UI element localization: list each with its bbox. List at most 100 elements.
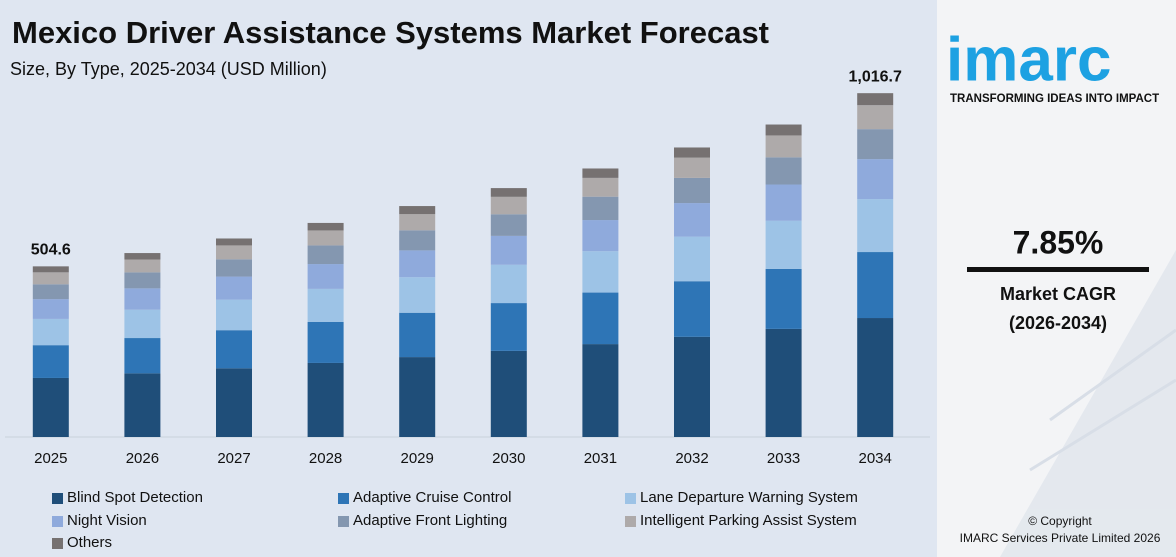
x-tick-label: 2029	[401, 450, 434, 467]
chart-subtitle: Size, By Type, 2025-2034 (USD Million)	[10, 59, 327, 79]
bar-segment	[307, 264, 344, 289]
bar-segment	[124, 272, 161, 289]
bar-segment	[216, 238, 252, 246]
x-tick-label: 2028	[309, 450, 342, 467]
bar-segment	[674, 281, 710, 337]
bar-segment	[32, 318, 69, 346]
cagr-period: (2026-2034)	[1009, 313, 1107, 333]
bar-segment	[399, 206, 436, 215]
bar-segment	[765, 157, 802, 185]
bar-segment	[399, 230, 436, 251]
copyright: © Copyright	[1028, 514, 1092, 528]
bar-segment	[399, 312, 436, 358]
bar-segment	[765, 124, 802, 136]
bar-segment	[765, 220, 802, 269]
bar-segment	[32, 299, 69, 319]
bar-segment	[765, 268, 802, 329]
legend-swatch	[625, 493, 636, 504]
legend-label: Night Vision	[67, 512, 147, 529]
bar-segment	[124, 253, 161, 260]
bar-segment	[857, 129, 894, 160]
bar-segment	[857, 93, 894, 106]
cagr-label: Market CAGR	[1000, 284, 1116, 304]
bar-segment	[307, 222, 344, 231]
bar-segment	[399, 277, 436, 313]
bar-segment	[216, 259, 252, 277]
bar-segment	[490, 264, 527, 304]
bar-segment	[582, 251, 619, 293]
bar-segment	[490, 350, 527, 437]
bar-segment	[124, 309, 161, 339]
legend-swatch	[52, 493, 63, 504]
cagr-value: 7.85%	[1013, 224, 1104, 260]
bar-segment	[582, 344, 619, 437]
bar-segment	[490, 235, 527, 265]
bar-segment	[32, 284, 69, 300]
total-label: 1,016.7	[849, 68, 902, 85]
sidebar-bg	[937, 0, 1176, 557]
bar-segment	[216, 368, 252, 437]
bar-segment	[674, 177, 710, 204]
bar-segment	[32, 377, 69, 437]
bar-segment	[765, 135, 802, 158]
bar-segment	[765, 328, 802, 437]
bar-segment	[307, 245, 344, 265]
bar-segment	[124, 373, 161, 437]
legend-swatch	[338, 516, 349, 527]
bar-segment	[124, 259, 161, 273]
bar-segment	[490, 188, 527, 197]
bar-segment	[857, 252, 894, 319]
bar-segment	[32, 272, 69, 285]
bar-segment	[124, 288, 161, 310]
legend-label: Others	[67, 534, 112, 551]
legend-label: Adaptive Cruise Control	[353, 489, 511, 506]
bar-segment	[399, 357, 436, 437]
legend-swatch	[338, 493, 349, 504]
legend-swatch	[625, 516, 636, 527]
sidebar-decor	[1000, 250, 1176, 557]
bar-segment	[857, 318, 894, 437]
bar-segment	[307, 321, 344, 363]
bar-segment	[674, 203, 710, 237]
bar-segment	[216, 330, 252, 369]
bar-segment	[857, 105, 894, 130]
bar-segment	[307, 288, 344, 322]
bar-segment	[674, 236, 710, 282]
x-tick-label: 2027	[217, 450, 250, 467]
legend-label: Blind Spot Detection	[67, 489, 203, 506]
bar-segment	[32, 345, 69, 378]
bar-segment	[582, 292, 619, 345]
bar-segment	[582, 196, 619, 221]
bar-segment	[490, 303, 527, 351]
bar-segment	[307, 230, 344, 246]
x-tick-label: 2030	[492, 450, 525, 467]
bar-segment	[582, 220, 619, 252]
bar-segment	[399, 214, 436, 231]
bar-segment	[582, 168, 619, 178]
bar-segment	[307, 362, 344, 437]
x-tick-label: 2032	[675, 450, 708, 467]
bar-segment	[124, 338, 161, 374]
x-tick-label: 2031	[584, 450, 617, 467]
legend-label: Adaptive Front Lighting	[353, 512, 507, 529]
bar-segment	[674, 157, 710, 178]
x-tick-label: 2026	[126, 450, 159, 467]
legend-label: Lane Departure Warning System	[640, 489, 858, 506]
chart-title: Mexico Driver Assistance Systems Market …	[12, 15, 769, 50]
bar-segment	[490, 196, 527, 215]
cagr-rule	[967, 267, 1149, 272]
tagline: TRANSFORMING IDEAS INTO IMPACT	[950, 93, 1159, 105]
x-tick-label: 2034	[859, 450, 892, 467]
bar-segment	[216, 276, 252, 300]
copyright-owner: IMARC Services Private Limited 2026	[960, 531, 1161, 545]
bar-segment	[490, 214, 527, 236]
x-tick-label: 2025	[34, 450, 67, 467]
legend-label: Intelligent Parking Assist System	[640, 512, 857, 529]
bar-segment	[765, 184, 802, 221]
bar-segment	[216, 299, 252, 331]
logo: imarc	[946, 25, 1111, 94]
bar-segment	[216, 245, 252, 260]
bar-segment	[399, 250, 436, 278]
